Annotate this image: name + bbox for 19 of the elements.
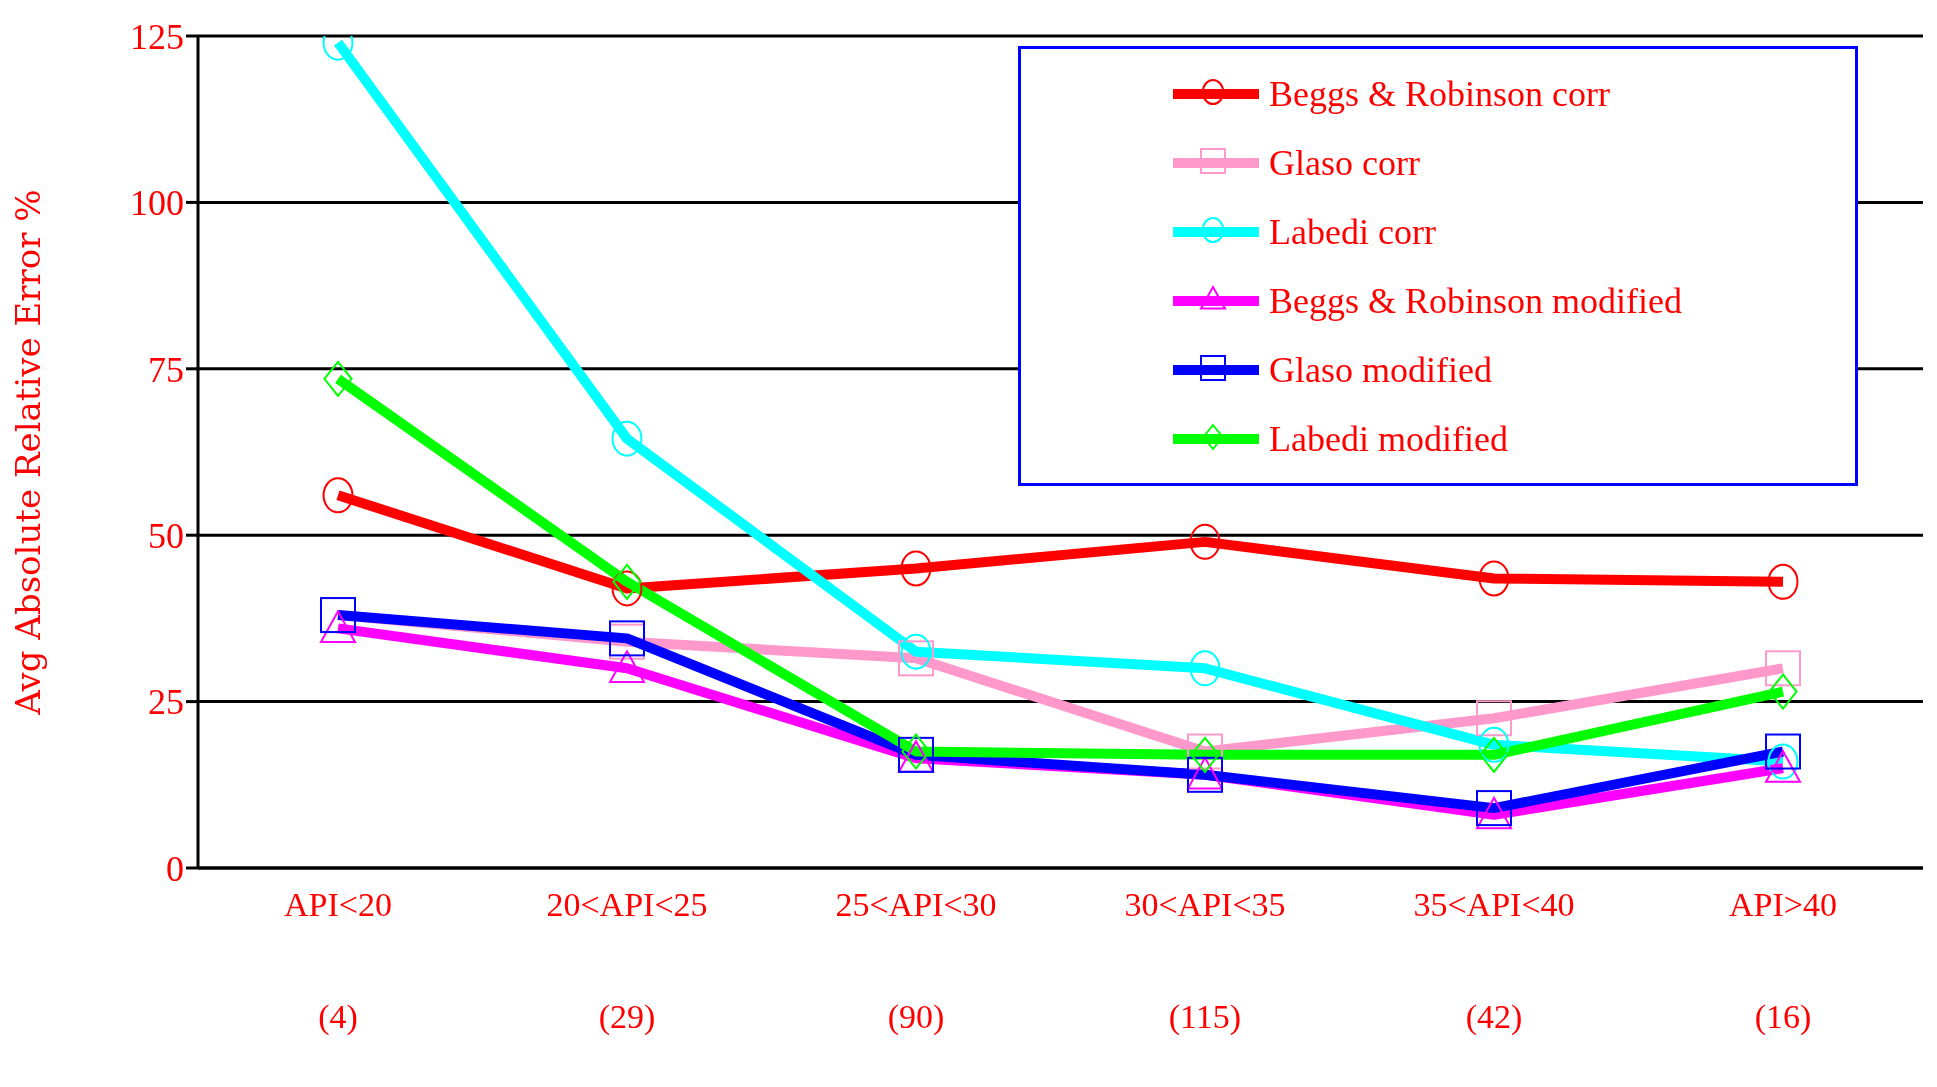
category-label: 35<API<40 (42) (1413, 886, 1575, 1035)
y-tick-label: 75 (148, 349, 184, 390)
y-tick-label: 50 (148, 515, 184, 556)
legend-label: Glaso corr (1269, 141, 1420, 184)
legend-label: Beggs & Robinson corr (1269, 72, 1610, 115)
legend-label: Labedi modified (1269, 417, 1508, 460)
y-tick-label: 25 (148, 682, 184, 723)
legend-label: Labedi corr (1269, 210, 1436, 253)
legend-label: Glaso modified (1269, 348, 1492, 391)
y-tick-label: 100 (130, 183, 184, 224)
category-label: 25<API<30 (90) (835, 886, 997, 1035)
category-label: 30<API<35 (115) (1124, 886, 1286, 1035)
y-axis-title: Avg Absolute Relative Error % (8, 189, 49, 716)
legend-label: Beggs & Robinson modified (1269, 279, 1682, 322)
y-tick-label: 0 (166, 848, 184, 889)
category-label: 20<API<25 (29) (546, 886, 708, 1035)
category-label: API<20 (4) (284, 886, 392, 1035)
y-tick-label: 125 (130, 16, 184, 57)
category-label: API>40 (16) (1729, 886, 1837, 1035)
